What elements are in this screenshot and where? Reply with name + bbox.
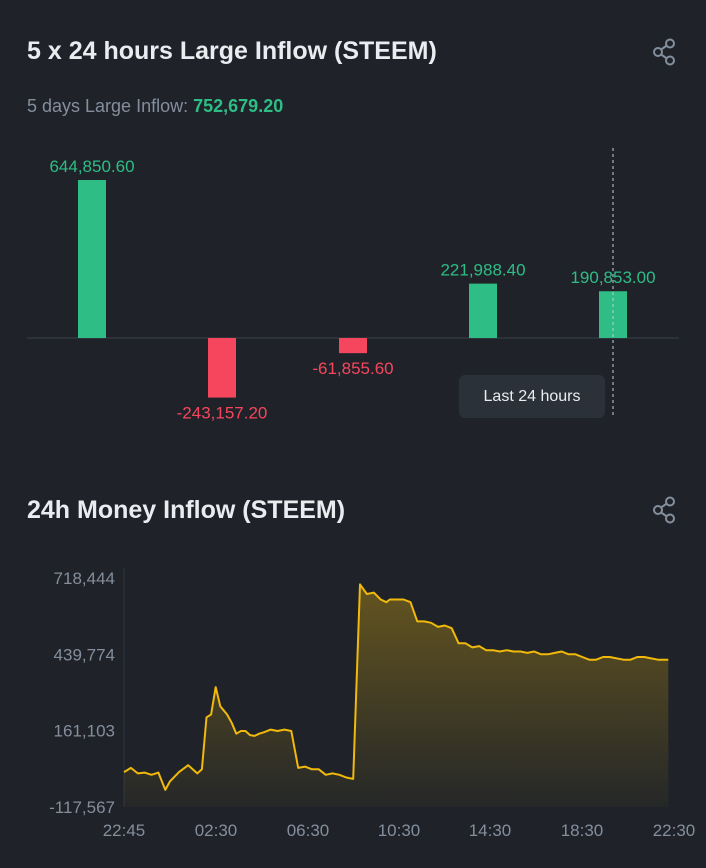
large-inflow-summary: 5 days Large Inflow: 752,679.20	[27, 96, 283, 117]
x-tick-label: 22:30	[653, 821, 696, 840]
share-button[interactable]	[650, 495, 680, 525]
summary-value: 752,679.20	[193, 96, 284, 116]
money-inflow-card: 24h Money Inflow (STEEM) 718,444 439,774 1…	[0, 450, 706, 868]
money-inflow-area-chart: 718,444 439,774 161,103 -117,567 22:45 02:30 0…	[49, 568, 696, 840]
inflow-bar	[208, 338, 236, 398]
bar-value-label: -61,855.60	[312, 359, 393, 378]
x-tick-label: 02:30	[195, 821, 238, 840]
large-inflow-bar-chart: 644,850.60 -243,157.20 -61,855.60 221,988.4…	[27, 148, 679, 423]
x-tick-label: 06:30	[287, 821, 330, 840]
summary-label: 5 days Large Inflow:	[27, 96, 189, 116]
share-icon	[653, 496, 675, 524]
bar-value-label: 644,850.60	[49, 157, 134, 176]
x-tick-label: 22:45	[103, 821, 146, 840]
inflow-area-fill	[124, 584, 669, 807]
large-inflow-title: 5 x 24 hours Large Inflow (STEEM)	[27, 37, 437, 65]
bar-value-label: -243,157.20	[177, 404, 268, 423]
share-button[interactable]	[650, 37, 680, 67]
x-tick-label: 10:30	[378, 821, 421, 840]
x-tick-label: 18:30	[561, 821, 604, 840]
inflow-line	[123, 583, 669, 791]
inflow-bar	[469, 283, 497, 338]
money-inflow-title: 24h Money Inflow (STEEM)	[27, 496, 346, 524]
bar-value-label: 190,853.00	[570, 268, 655, 287]
last-24h-tooltip: Last 24 hours	[459, 375, 605, 418]
x-tick-label: 14:30	[469, 821, 512, 840]
large-inflow-card: 5 x 24 hours Large Inflow (STEEM) 5 days…	[27, 37, 680, 423]
y-tick-label: 718,444	[54, 569, 115, 588]
bar-value-label: 221,988.40	[440, 261, 525, 280]
share-icon	[653, 38, 675, 66]
y-tick-label: 161,103	[54, 722, 115, 741]
y-tick-label: 439,774	[54, 645, 115, 664]
inflow-bar	[78, 180, 106, 338]
y-tick-label: -117,567	[49, 798, 115, 817]
inflow-bar	[339, 338, 367, 354]
